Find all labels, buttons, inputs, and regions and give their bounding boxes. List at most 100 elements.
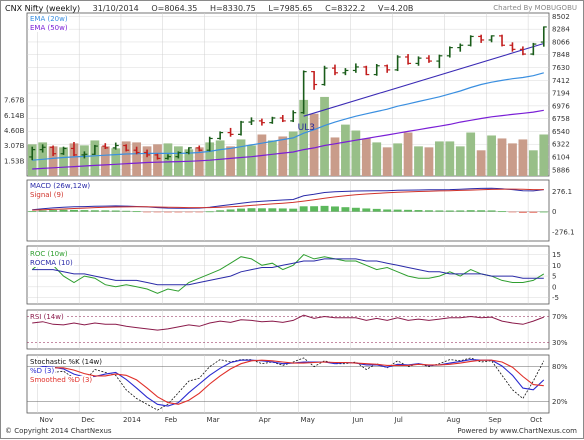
- macd-histogram-bar: [237, 208, 245, 212]
- macd-histogram-bar: [111, 210, 120, 212]
- x-axis-label-2014: 2014: [123, 416, 141, 424]
- rocma-line: [32, 258, 544, 286]
- signal-line: [32, 188, 544, 211]
- volume-bar: [361, 138, 371, 176]
- legend-signal-label: Signal (9): [30, 191, 64, 199]
- x-axis-label-may: May: [300, 416, 314, 424]
- macd-panel: [26, 179, 550, 242]
- volume-bar: [382, 147, 392, 176]
- macd-histogram-bar: [383, 209, 392, 212]
- legend-rsi-label: RSI (14w): [30, 313, 64, 321]
- macd-histogram-bar: [414, 210, 423, 212]
- macd-histogram-bar: [372, 208, 381, 212]
- volume-bar: [518, 139, 528, 176]
- volume-bar: [278, 136, 288, 176]
- volume-y-tick-label: 4.60B: [4, 127, 25, 135]
- x-axis-label-sep: Sep: [488, 416, 502, 424]
- volume-bar: [403, 132, 413, 176]
- legend-stoch-k-label: Stochastic %K (14w): [30, 358, 103, 366]
- roc-y-tick-label: 15: [552, 251, 561, 259]
- volume-bar: [247, 145, 256, 176]
- charted-by-credit: Charted By MOBUGOBU: [493, 4, 577, 12]
- stoch-y-tick-label: 20%: [552, 398, 568, 406]
- legend-macd: MACD (26w,12w): [29, 182, 92, 190]
- x-axis-label-oct: Oct: [530, 416, 542, 424]
- macd-histogram-bar: [487, 210, 496, 212]
- legend-rocma: ROCMA (10): [29, 259, 74, 267]
- legend-stoch-d: %D (3): [29, 367, 56, 375]
- macd-histogram-bar: [435, 210, 444, 212]
- header-volume: V=4.20B: [377, 4, 414, 13]
- stoch-sd-line: [32, 359, 544, 405]
- volume-bar: [508, 143, 517, 176]
- volume-bar: [48, 146, 58, 176]
- ema50-line: [32, 109, 544, 170]
- price-y-tick-label: 6758: [552, 115, 570, 123]
- volume-bar: [59, 147, 68, 176]
- macd-histogram-bar: [331, 206, 339, 212]
- volume-bar: [351, 130, 361, 176]
- legend-stoch-sd-label: Smoothed %D (3): [30, 376, 93, 384]
- macd-histogram-bar: [529, 211, 538, 213]
- volume-bar: [205, 142, 215, 176]
- roc-y-tick-label: 5: [552, 273, 556, 281]
- macd-histogram-bar: [456, 210, 465, 212]
- macd-y-tick-label: -276.1: [552, 228, 575, 236]
- macd-y-tick-label: 0: [552, 208, 556, 216]
- macd-histogram-bar: [424, 210, 433, 212]
- price-y-tick-label: 7630: [552, 64, 570, 72]
- legend-signal: Signal (9): [29, 191, 65, 199]
- macd-histogram-bar: [477, 210, 486, 212]
- macd-histogram-bar: [143, 211, 152, 213]
- price-y-tick-label: 5886: [552, 166, 570, 174]
- stochastic-panel: [26, 354, 550, 414]
- volume-bar: [163, 143, 173, 176]
- macd-histogram-bar: [80, 210, 89, 212]
- volume-bar: [330, 137, 340, 176]
- legend-roc-label: ROC (10w): [30, 250, 68, 258]
- ema20-line: [32, 72, 544, 161]
- volume-bar: [288, 131, 298, 176]
- legend-ema20: EMA (20w): [29, 15, 69, 23]
- macd-histogram-bar: [49, 210, 58, 212]
- volume-y-tick-label: 7.67B: [4, 97, 25, 105]
- rsi-y-tick-label: 30%: [552, 339, 568, 347]
- volume-bar: [215, 140, 225, 176]
- macd-histogram-bar: [299, 206, 308, 212]
- macd-histogram-bar: [445, 210, 454, 212]
- price-y-tick-label: 7848: [552, 51, 570, 59]
- x-axis-label-dec: Dec: [81, 416, 95, 424]
- macd-histogram-bar: [268, 208, 277, 212]
- trendline: [303, 42, 544, 117]
- volume-y-tick-label: 1.53B: [4, 157, 25, 165]
- header-high: H=8330.75: [209, 4, 256, 13]
- volume-bar: [487, 135, 496, 176]
- macd-histogram-bar: [320, 205, 329, 212]
- volume-bar: [466, 132, 476, 176]
- legend-ema20-label: EMA (20w): [30, 15, 68, 23]
- legend-rocma-label: ROCMA (10): [30, 259, 73, 267]
- roc-panel: [26, 245, 550, 305]
- chart-title: CNX Nifty (weekly): [5, 4, 81, 13]
- legend-ema50-label: EMA (50w): [30, 24, 68, 32]
- legend-ema50: EMA (50w): [29, 24, 69, 32]
- volume-y-tick-label: 3.07B: [4, 142, 25, 150]
- macd-histogram-bar: [205, 211, 214, 213]
- legend-macd-label: MACD (26w,12w): [30, 182, 91, 190]
- macd-histogram-bar: [404, 209, 413, 212]
- roc-line: [31, 254, 545, 294]
- stoch-d-line: [32, 359, 545, 407]
- volume-bar: [372, 142, 382, 176]
- volume-bar: [476, 150, 486, 176]
- roc-y-tick-label: 10: [552, 262, 561, 270]
- volume-bar: [111, 148, 121, 176]
- price-y-tick-label: 6104: [552, 154, 570, 162]
- macd-histogram-bar: [153, 211, 162, 213]
- price-y-tick-label: 7412: [552, 77, 570, 85]
- volume-bar: [320, 96, 329, 176]
- chart-header: CNX Nifty (weekly) 31/10/2014 O=8064.35 …: [5, 4, 423, 13]
- volume-bar: [445, 141, 455, 176]
- volume-bar: [100, 146, 110, 176]
- volume-bar: [153, 144, 162, 176]
- macd-histogram-bar: [351, 207, 360, 212]
